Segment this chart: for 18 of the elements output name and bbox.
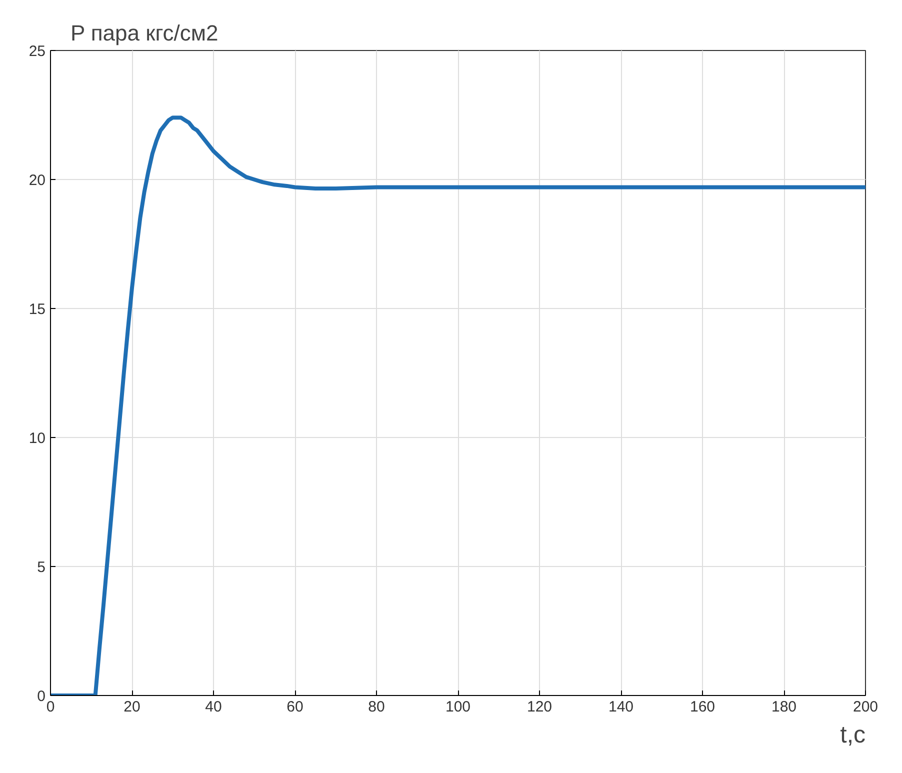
x-tick-label: 140 — [608, 698, 634, 716]
x-tick-label: 120 — [526, 698, 552, 716]
chart-title: P пара кгс/см2 — [70, 20, 218, 46]
x-axis-title: t,c — [840, 722, 866, 748]
y-tick-label: 10 — [28, 430, 46, 447]
y-tick-label: 25 — [28, 43, 46, 60]
y-tick-label: 15 — [28, 301, 46, 318]
x-tick-label: 80 — [368, 698, 385, 716]
x-tick-label: 20 — [124, 698, 140, 716]
y-tick-label: 5 — [37, 559, 46, 576]
x-tick-label: 200 — [852, 698, 878, 716]
x-tick-label: 180 — [771, 698, 797, 716]
y-tick-label: 20 — [28, 172, 46, 189]
x-tick-label: 160 — [690, 698, 716, 716]
x-tick-label: 60 — [286, 698, 304, 716]
y-tick-label: 0 — [37, 688, 46, 705]
x-tick-label: 40 — [205, 698, 222, 716]
x-tick-label: 100 — [445, 698, 471, 716]
